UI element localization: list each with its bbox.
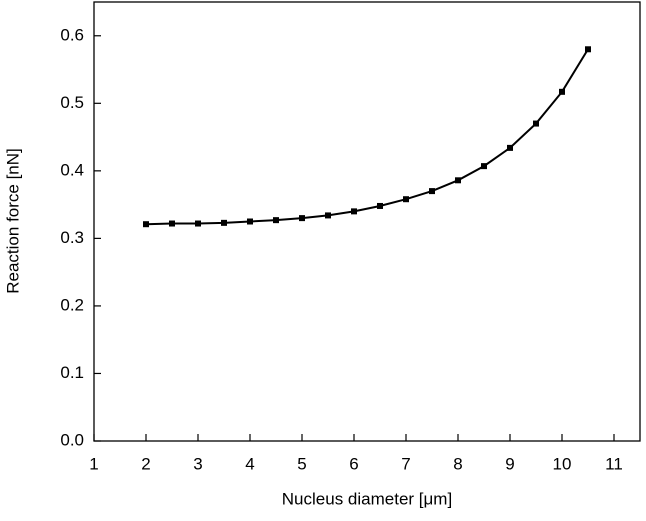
x-tick-label: 2 <box>141 454 150 473</box>
data-point <box>143 221 149 228</box>
y-tick-label: 0.0 <box>60 430 84 449</box>
x-tick-label: 4 <box>245 454 254 473</box>
y-tick-label: 0.5 <box>60 93 84 112</box>
data-point <box>299 215 305 222</box>
x-tick-label: 10 <box>553 454 572 473</box>
x-tick-label: 11 <box>605 454 623 473</box>
data-point <box>533 120 539 127</box>
plot-frame <box>93 1 641 442</box>
data-point <box>429 188 435 195</box>
data-point <box>481 163 487 170</box>
x-tick-label: 6 <box>349 454 358 473</box>
y-tick-label: 0.1 <box>60 363 84 382</box>
data-point <box>273 217 279 224</box>
data-point <box>403 196 409 203</box>
y-tick-label: 0.6 <box>60 25 84 44</box>
x-tick-label: 1 <box>89 454 98 473</box>
x-tick-label: 9 <box>505 454 514 473</box>
y-tick-label: 0.4 <box>60 160 84 179</box>
data-point <box>585 46 591 53</box>
x-tick-label: 3 <box>193 454 202 473</box>
y-axis-label: Reaction force [nN] <box>3 148 22 294</box>
x-tick-label: 7 <box>401 454 410 473</box>
data-point <box>325 212 331 219</box>
data-point <box>507 144 513 151</box>
data-point <box>169 220 175 227</box>
data-point <box>377 202 383 209</box>
x-tick-label: 8 <box>453 454 462 473</box>
data-line <box>145 48 589 226</box>
y-tick-label: 0.3 <box>60 228 84 247</box>
x-axis-label: Nucleus diameter [μm] <box>282 489 452 508</box>
data-point <box>195 220 201 227</box>
data-point <box>351 208 357 215</box>
data-point <box>247 218 253 225</box>
x-tick-label: 5 <box>297 454 306 473</box>
data-point <box>455 177 461 184</box>
y-tick-label: 0.2 <box>60 295 84 314</box>
data-point <box>221 219 227 226</box>
data-point <box>559 88 565 95</box>
